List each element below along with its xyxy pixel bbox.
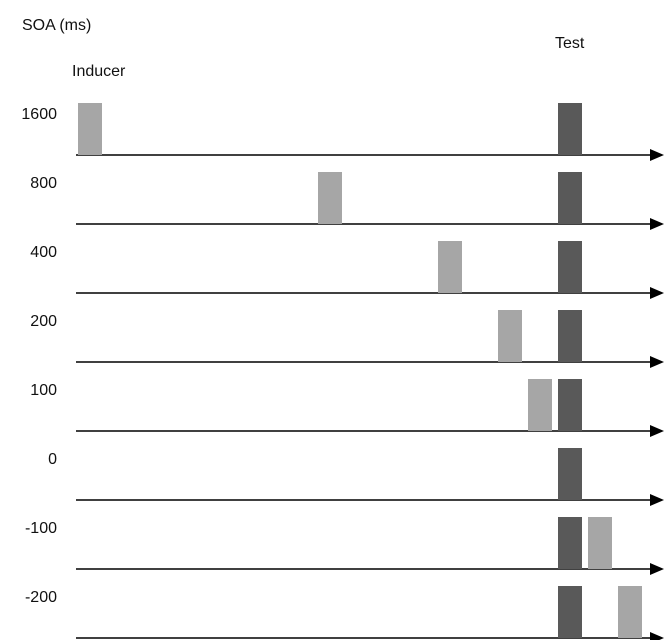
time-axis-arrowhead bbox=[650, 494, 664, 506]
soa-value-label: 1600 bbox=[21, 106, 57, 123]
inducer-stimulus-bar bbox=[498, 310, 522, 362]
inducer-stimulus-bar bbox=[618, 586, 642, 638]
timeline-row: 400 bbox=[30, 241, 664, 299]
soa-value-label: -100 bbox=[25, 520, 57, 537]
test-stimulus-bar bbox=[558, 172, 582, 224]
test-stimulus-bar bbox=[558, 379, 582, 431]
timeline-row: 0 bbox=[48, 448, 664, 506]
time-axis-arrowhead bbox=[650, 425, 664, 437]
time-axis-arrowhead bbox=[650, 287, 664, 299]
test-stimulus-bar bbox=[558, 241, 582, 293]
timeline-row: 800 bbox=[30, 172, 664, 230]
soa-value-label: 100 bbox=[30, 382, 57, 399]
soa-value-label: 200 bbox=[30, 313, 57, 330]
timeline-row: -200 bbox=[25, 586, 664, 640]
soa-axis-title: SOA (ms) bbox=[22, 17, 91, 34]
time-axis-arrowhead bbox=[650, 563, 664, 575]
timeline-row: 200 bbox=[30, 310, 664, 368]
time-axis-arrowhead bbox=[650, 149, 664, 161]
test-stimulus-bar bbox=[558, 517, 582, 569]
inducer-stimulus-bar bbox=[588, 517, 612, 569]
test-stimulus-bar bbox=[558, 310, 582, 362]
soa-value-label: 400 bbox=[30, 244, 57, 261]
test-stimulus-bar bbox=[558, 586, 582, 638]
inducer-stimulus-bar bbox=[318, 172, 342, 224]
timeline-row: 100 bbox=[30, 379, 664, 437]
time-axis-arrowhead bbox=[650, 632, 664, 640]
test-stimulus-bar bbox=[558, 103, 582, 155]
time-axis-arrowhead bbox=[650, 218, 664, 230]
timeline-row: -100 bbox=[25, 517, 664, 575]
soa-value-label: 800 bbox=[30, 175, 57, 192]
timeline-row: 1600 bbox=[21, 103, 664, 161]
inducer-stimulus-bar bbox=[528, 379, 552, 431]
soa-value-label: 0 bbox=[48, 451, 57, 468]
timeline-rows: 1600 800 400 200 100 0 -100 -200 bbox=[21, 103, 664, 640]
test-stimulus-bar bbox=[558, 448, 582, 500]
inducer-header-label: Inducer bbox=[72, 63, 126, 80]
test-header-label: Test bbox=[555, 35, 585, 52]
inducer-stimulus-bar bbox=[78, 103, 102, 155]
inducer-stimulus-bar bbox=[438, 241, 462, 293]
soa-value-label: -200 bbox=[25, 589, 57, 606]
time-axis-arrowhead bbox=[650, 356, 664, 368]
